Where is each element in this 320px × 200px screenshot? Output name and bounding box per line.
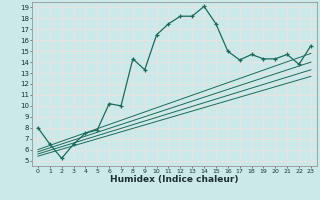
- X-axis label: Humidex (Indice chaleur): Humidex (Indice chaleur): [110, 175, 239, 184]
